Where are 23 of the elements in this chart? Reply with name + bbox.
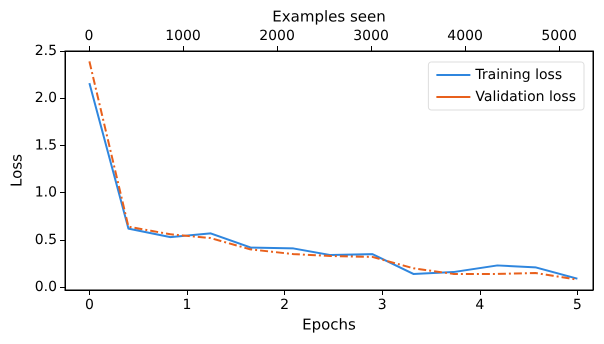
- x2-tick-label: 2000: [259, 28, 295, 44]
- x-axis-title: Epochs: [302, 315, 356, 334]
- y-tick-label: 2.0: [34, 90, 57, 106]
- x2-tick-label: 1000: [165, 28, 201, 44]
- y-tick-label: 0.5: [34, 232, 57, 248]
- x-tick-label: 5: [572, 297, 582, 313]
- x2-axis-title: Examples seen: [272, 8, 386, 26]
- y-tick-label: 1.0: [34, 184, 57, 201]
- x-tick-label: 2: [280, 297, 290, 313]
- x-tick-label: 0: [84, 297, 94, 313]
- x2-tick-label: 0: [84, 28, 94, 44]
- x2-tick-label: 4000: [447, 28, 483, 44]
- y-tick-label: 2.5: [34, 43, 57, 59]
- y-tick-label: 1.5: [34, 137, 57, 154]
- x-tick-label: 4: [475, 297, 484, 313]
- x-tick-label: 1: [182, 297, 192, 313]
- y-axis-title: Loss: [7, 154, 26, 187]
- x2-tick-label: 5000: [541, 28, 577, 44]
- legend-label: Training loss: [474, 67, 562, 83]
- y-tick-label: 0.0: [34, 279, 57, 296]
- x2-tick-label: 3000: [353, 28, 389, 44]
- legend-label: Validation loss: [475, 89, 576, 105]
- x-tick-label: 3: [378, 297, 387, 313]
